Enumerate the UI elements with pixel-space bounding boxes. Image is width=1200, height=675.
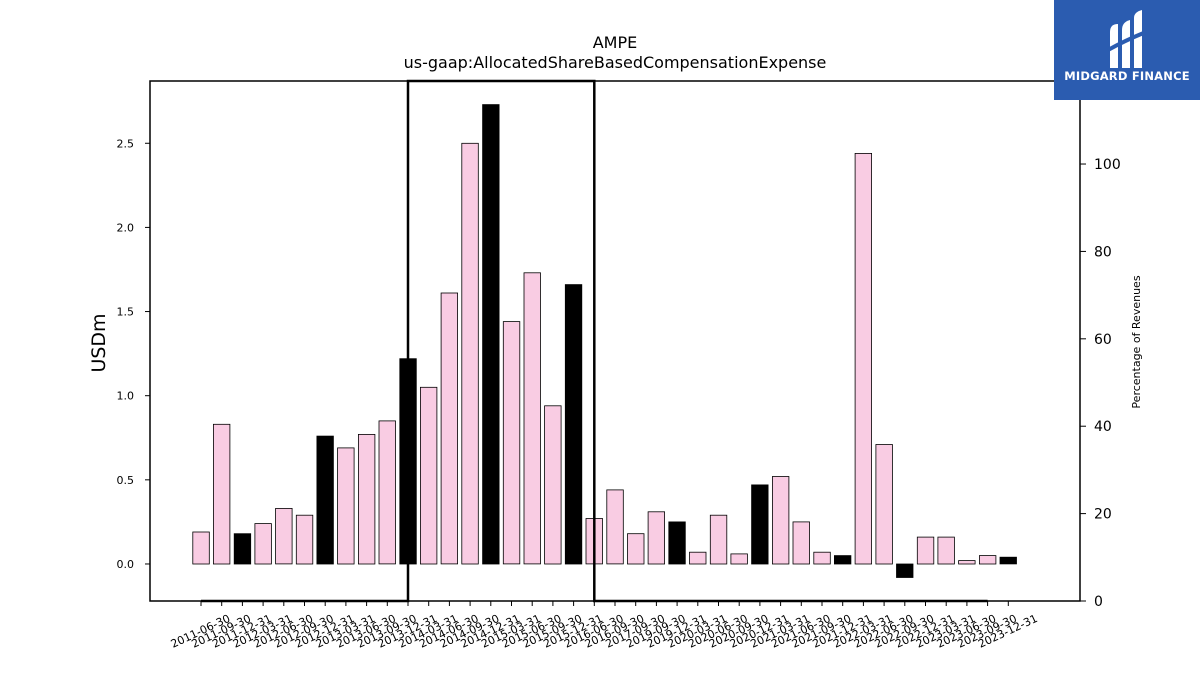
bar-2011-06-30 [192, 531, 210, 565]
bar-2020-12-31 [751, 484, 769, 565]
y-tick-label: 2.0 [117, 221, 135, 234]
bar-2015-03-31 [502, 321, 521, 565]
y2-tick-label: 0 [1094, 594, 1103, 610]
bar-2013-09-30 [378, 420, 396, 565]
bar-2014-06-30 [440, 292, 459, 565]
chart-title: AMPE [593, 33, 638, 52]
y2-axis: 0 20 40 60 80 100 [1080, 157, 1121, 610]
bar-2015-12-31 [564, 284, 583, 565]
bar-2022-09-30 [896, 563, 914, 578]
y-axis: 0.0 0.5 1.0 1.5 2.0 2.5 [117, 137, 150, 571]
y2-axis-label: Percentage of Revenues [1130, 275, 1143, 408]
bar-2022-03-31 [854, 152, 872, 565]
bar-2013-03-31 [337, 447, 355, 565]
y-tick-label: 2.5 [117, 137, 135, 150]
bar-2012-06-30 [275, 507, 293, 565]
bar-2016-09-30 [606, 489, 624, 565]
y2-tick-label: 60 [1094, 332, 1112, 348]
bar-2021-03-31 [772, 476, 790, 565]
bar-2023-12-31 [999, 556, 1017, 565]
bar-2020-06-30 [709, 514, 728, 565]
y2-tick-label: 100 [1094, 157, 1121, 173]
bar-2023-06-30 [958, 560, 976, 565]
y-tick-label: 1.5 [117, 306, 135, 319]
bar-2011-09-30 [212, 423, 231, 565]
bar-2023-03-31 [937, 536, 955, 565]
bar-2019-09-30 [647, 511, 665, 565]
bar-2020-09-30 [730, 553, 748, 565]
y-axis-label: USDm [88, 313, 110, 372]
bar-2022-06-30 [875, 444, 893, 565]
bar-2019-12-31 [668, 521, 686, 565]
y2-tick-label: 40 [1094, 419, 1112, 435]
bar-2015-09-30 [544, 405, 562, 565]
x-axis: 2011-06-302011-09-302011-12-312012-03-31… [169, 601, 1040, 651]
bar-2021-12-31 [834, 555, 852, 565]
y-tick-label: 0.5 [117, 474, 135, 487]
bars-group [192, 104, 1017, 578]
bar-2012-12-31 [316, 435, 334, 565]
bar-2012-09-30 [295, 514, 314, 565]
y-tick-label: 0.0 [117, 558, 135, 571]
chart-subtitle: us-gaap:AllocatedShareBasedCompensationE… [404, 53, 827, 72]
bar-2021-06-30 [792, 521, 810, 565]
bar-2015-06-30 [523, 272, 541, 565]
y-tick-label: 1.0 [117, 390, 135, 403]
logo-mark-icon [1107, 10, 1147, 68]
y2-tick-label: 80 [1094, 244, 1112, 260]
brand-logo: MIDGARD FINANCE [1054, 0, 1200, 100]
bar-2023-09-30 [979, 555, 997, 565]
y2-tick-label: 20 [1094, 507, 1112, 523]
bar-2020-03-31 [689, 551, 707, 565]
bar-2014-09-30 [461, 142, 479, 565]
bar-2022-12-31 [916, 536, 935, 565]
bar-2017-09-30 [627, 533, 645, 565]
logo-text: MIDGARD FINANCE [1064, 69, 1190, 83]
bar-2021-09-30 [813, 551, 831, 565]
bar-2011-12-31 [233, 533, 252, 565]
bar-2014-12-31 [482, 104, 500, 565]
bar-2013-06-30 [357, 433, 376, 565]
bar-2014-03-31 [419, 386, 438, 565]
bar-2012-03-31 [254, 523, 272, 565]
